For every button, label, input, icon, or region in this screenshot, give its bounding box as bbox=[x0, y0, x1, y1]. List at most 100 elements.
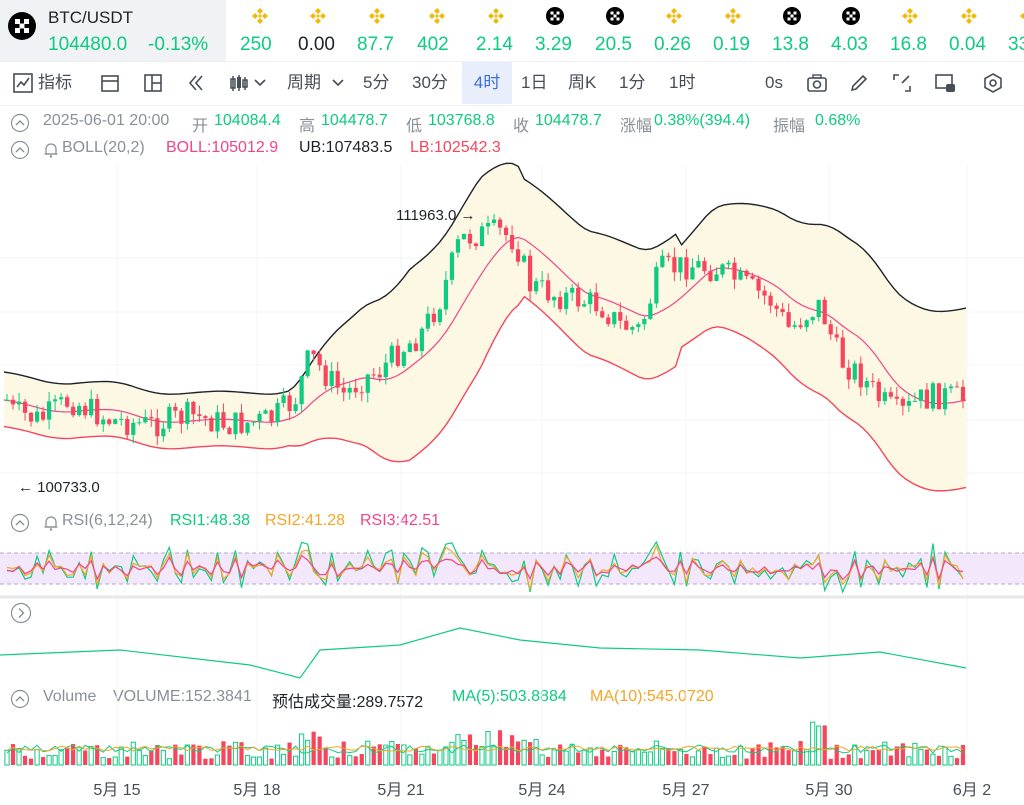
volume-bar bbox=[485, 731, 491, 766]
low-value: 103768.8 bbox=[428, 112, 495, 129]
interval-1h[interactable]: 1时 bbox=[669, 73, 696, 92]
bell-icon[interactable] bbox=[42, 514, 60, 532]
candle-body bbox=[269, 410, 274, 423]
ticker-item[interactable]: 402 bbox=[417, 0, 467, 61]
volume-bar bbox=[756, 744, 761, 765]
ticker-item[interactable]: 0.04 bbox=[949, 0, 999, 61]
ticker-item[interactable]: 20.5 bbox=[595, 0, 645, 61]
candle-body bbox=[708, 271, 713, 281]
volume-bar bbox=[870, 750, 875, 765]
boll-ub: UB:107483.5 bbox=[299, 139, 393, 156]
volume-bar bbox=[666, 748, 671, 765]
ticker-item[interactable]: 33 bbox=[1008, 0, 1024, 61]
candle-body bbox=[732, 262, 737, 280]
ticker-item[interactable]: 3.29 bbox=[535, 0, 585, 61]
ticker-item[interactable]: 16.8 bbox=[890, 0, 940, 61]
volume-ma10-line bbox=[6, 745, 964, 752]
candle-body bbox=[588, 292, 593, 305]
interval-4h[interactable]: 4时 bbox=[462, 62, 512, 104]
candle-body bbox=[666, 255, 671, 258]
collapse-chevron-icon[interactable] bbox=[10, 140, 30, 160]
candle-body bbox=[624, 320, 629, 330]
volume-bar bbox=[581, 749, 587, 766]
rsi2-line bbox=[6, 544, 964, 590]
change-label: 涨幅 bbox=[620, 118, 653, 135]
period-dropdown[interactable]: 周期 bbox=[287, 73, 321, 92]
collapse-chevron-icon[interactable] bbox=[10, 689, 30, 709]
volume-bar bbox=[455, 734, 461, 766]
ticker-item[interactable]: 250 bbox=[240, 0, 290, 61]
chevron-down-icon[interactable] bbox=[331, 76, 345, 90]
ticker-item[interactable]: 0.19 bbox=[713, 0, 763, 61]
candle-body bbox=[924, 389, 930, 409]
candle-body bbox=[744, 270, 749, 276]
interval-1min[interactable]: 1分 bbox=[619, 73, 646, 92]
volume-bar bbox=[149, 750, 154, 765]
volume-bar bbox=[677, 748, 684, 766]
candle-body bbox=[750, 275, 755, 279]
interval-30m[interactable]: 30分 bbox=[412, 73, 448, 92]
candle-body bbox=[299, 376, 304, 405]
volume-bar bbox=[882, 741, 888, 766]
indicator-chart-icon[interactable] bbox=[12, 72, 34, 94]
pair-selector[interactable]: BTC/USDT 104480.0 -0.13% bbox=[0, 0, 226, 61]
calendar-icon[interactable] bbox=[99, 72, 121, 94]
ticker-item[interactable]: 13.8 bbox=[772, 0, 822, 61]
chevron-down-icon[interactable] bbox=[253, 76, 267, 90]
fullscreen-icon[interactable] bbox=[891, 72, 913, 94]
volume-bar bbox=[221, 741, 226, 765]
ticker-item[interactable]: 4.03 bbox=[831, 0, 881, 61]
candle-body bbox=[95, 398, 100, 425]
interval-1w[interactable]: 周K bbox=[568, 73, 597, 92]
volume-bar bbox=[443, 746, 449, 766]
ticker-value: 20.5 bbox=[595, 34, 632, 55]
volume-bar bbox=[702, 746, 707, 765]
candle-type-icon[interactable] bbox=[228, 72, 250, 94]
candle-body bbox=[630, 327, 635, 330]
collapse-chevron-icon[interactable] bbox=[10, 113, 30, 133]
gear-icon[interactable] bbox=[982, 72, 1004, 94]
candle-body bbox=[389, 345, 394, 363]
volume-bar bbox=[95, 745, 100, 765]
volume-bar bbox=[647, 751, 653, 766]
collapse-chevron-icon[interactable] bbox=[10, 513, 30, 533]
bnb-icon bbox=[1020, 13, 1024, 19]
volume-bar bbox=[846, 754, 851, 765]
volume-bar bbox=[768, 742, 773, 765]
expand-chevron-icon[interactable] bbox=[10, 602, 32, 624]
candle-body bbox=[648, 303, 653, 319]
volume-info: Volume VOLUME:152.3841 预估成交量:289.7572 MA… bbox=[0, 688, 1024, 711]
volume-bar bbox=[359, 753, 364, 765]
ticker-item[interactable]: 87.7 bbox=[357, 0, 407, 61]
indicators-button[interactable]: 指标 bbox=[38, 73, 72, 92]
interval-5m[interactable]: 5分 bbox=[363, 73, 390, 92]
candle-body bbox=[702, 261, 707, 272]
volume-bar bbox=[160, 749, 166, 766]
volume-bar bbox=[611, 750, 617, 766]
ticker-value: 87.7 bbox=[357, 34, 394, 55]
volume-bar bbox=[551, 749, 557, 766]
bnb-icon bbox=[310, 8, 326, 24]
volume-bar bbox=[527, 742, 533, 765]
volume-bar bbox=[166, 758, 172, 766]
candle-body bbox=[227, 427, 232, 435]
replay-icon[interactable] bbox=[185, 72, 207, 94]
settings-panel-icon[interactable] bbox=[934, 72, 956, 94]
volume-bar bbox=[299, 733, 305, 766]
interval-1d[interactable]: 1日 bbox=[521, 73, 548, 92]
volume-bar bbox=[335, 757, 340, 765]
camera-icon[interactable] bbox=[806, 72, 828, 94]
candle-body bbox=[558, 297, 563, 309]
volume-bar bbox=[521, 739, 527, 766]
candle-body bbox=[329, 371, 334, 386]
ticker-item[interactable]: 2.14 bbox=[476, 0, 526, 61]
layout-icon[interactable] bbox=[142, 72, 164, 94]
ticker-item[interactable]: 0.00 bbox=[298, 0, 348, 61]
volume-bar bbox=[383, 744, 389, 766]
boll-lower-line bbox=[3, 295, 967, 492]
ticker-item[interactable]: 0.26 bbox=[654, 0, 704, 61]
candle-body bbox=[798, 325, 803, 328]
pencil-icon[interactable] bbox=[848, 72, 870, 94]
candle-body bbox=[804, 320, 809, 328]
bell-icon[interactable] bbox=[42, 141, 60, 159]
